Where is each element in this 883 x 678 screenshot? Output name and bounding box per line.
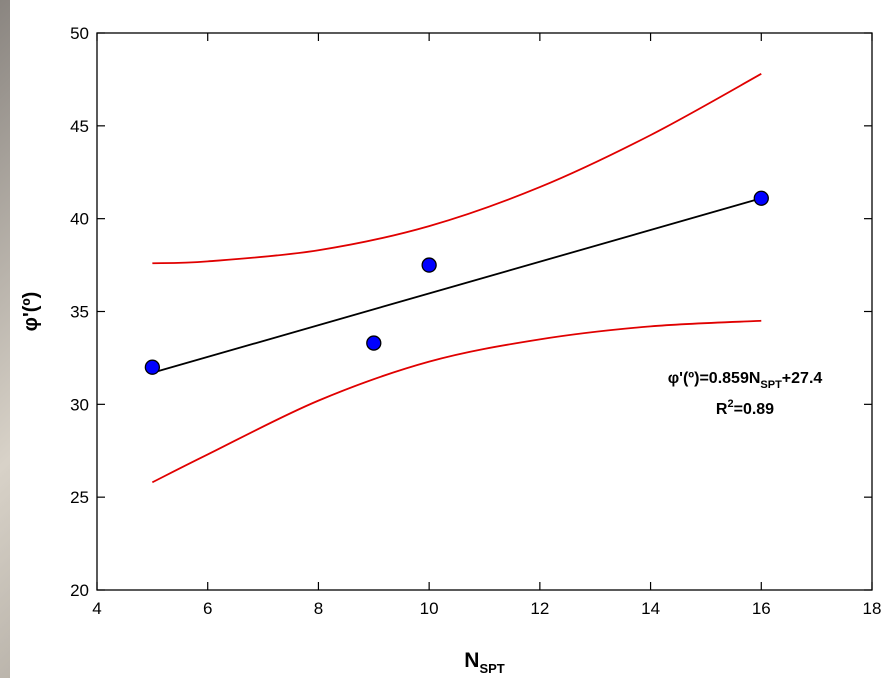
y-tick-label: 25 <box>70 488 89 507</box>
y-tick-label: 35 <box>70 303 89 322</box>
annotation-part: =0.89 <box>734 401 775 418</box>
x-tick-label: 4 <box>92 599 101 618</box>
x-axis-label: NSPT <box>464 649 505 676</box>
y-tick-label: 45 <box>70 117 89 136</box>
x-tick-label: 18 <box>863 599 882 618</box>
y-tick-label: 20 <box>70 581 89 600</box>
x-axis-label-main: N <box>464 649 479 672</box>
data-point <box>753 190 769 206</box>
x-axis-label-sub: SPT <box>479 661 504 676</box>
annotation-part: φ'(º)=0.859N <box>668 370 761 387</box>
data-point <box>366 335 382 351</box>
annotation: φ'(º)=0.859NSPT+27.4 <box>668 370 823 391</box>
annotation-part: R <box>716 401 728 418</box>
x-tick-label: 16 <box>752 599 771 618</box>
x-tick-label: 10 <box>420 599 439 618</box>
y-tick-label: 30 <box>70 395 89 414</box>
x-tick-label: 8 <box>314 599 323 618</box>
data-point <box>144 359 161 375</box>
y-axis-label: φ'(º) <box>20 292 42 332</box>
x-tick-label: 6 <box>203 599 212 618</box>
data-point <box>421 257 437 273</box>
x-tick-label: 12 <box>530 599 549 618</box>
fit-line <box>152 73 762 265</box>
y-tick-label: 50 <box>70 24 89 43</box>
annotation-part: 2 <box>727 398 733 410</box>
x-tick-label: 14 <box>641 599 660 618</box>
figure-background <box>10 0 883 678</box>
annotation-part: +27.4 <box>782 370 823 387</box>
y-tick-label: 40 <box>70 210 89 229</box>
fit-line <box>152 197 762 374</box>
annotation-part: SPT <box>760 379 782 391</box>
annotation: R2=0.89 <box>716 398 774 418</box>
fit-line <box>151 319 762 484</box>
